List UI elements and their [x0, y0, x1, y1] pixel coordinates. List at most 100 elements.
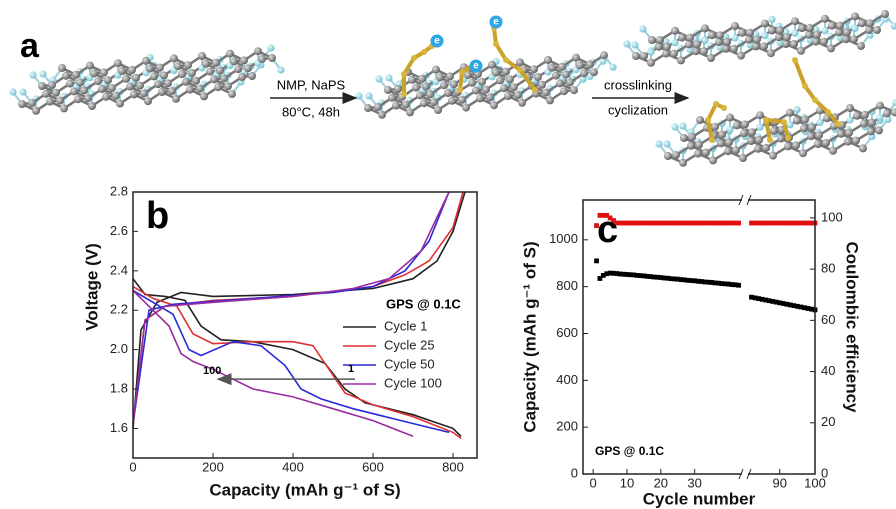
- c-atom: [374, 103, 382, 111]
- c-atom: [268, 54, 276, 62]
- c-atom: [52, 89, 60, 97]
- x-axis-label: Cycle number: [643, 489, 756, 508]
- y2-axis-label: Coulombic efficiency: [843, 242, 862, 414]
- c-atom: [446, 72, 454, 80]
- c-atom: [718, 131, 726, 139]
- c-atom: [244, 64, 252, 72]
- c-atom: [122, 75, 130, 83]
- c-atom: [792, 141, 800, 149]
- c-atom: [805, 31, 813, 39]
- c-atom: [860, 120, 868, 128]
- s-atom: [802, 83, 808, 89]
- h-atom: [277, 66, 284, 73]
- c-atom: [782, 40, 790, 48]
- c-atom: [388, 94, 396, 102]
- electron-label: e: [434, 36, 440, 47]
- axis-break-gap: [742, 471, 748, 477]
- c-atom: [733, 121, 741, 129]
- c-atom: [813, 31, 821, 39]
- c-atom: [837, 130, 845, 138]
- c-atom: [378, 111, 386, 119]
- c-atom: [867, 127, 875, 135]
- c-atom: [570, 86, 578, 94]
- c-atom: [224, 82, 232, 90]
- c-atom: [775, 33, 783, 41]
- electron-label: e: [493, 17, 499, 28]
- legend-title: GPS @ 0.1C: [386, 296, 461, 311]
- c-atom: [444, 89, 452, 97]
- x-tick-label: 600: [362, 459, 384, 474]
- c-atom: [90, 69, 98, 77]
- h-atom: [726, 126, 733, 133]
- s-atom: [401, 71, 407, 77]
- c-atom: [861, 111, 869, 119]
- c-atom: [783, 33, 791, 41]
- x-tick-label: 10: [620, 475, 634, 490]
- c-atom: [210, 75, 218, 83]
- c-atom: [182, 78, 190, 86]
- c-atom: [845, 129, 853, 137]
- c-atom: [482, 86, 490, 94]
- s-atom: [713, 101, 719, 107]
- c-atom: [426, 90, 434, 98]
- y-tick-label: 200: [556, 419, 578, 434]
- schematic: eee: [9, 10, 896, 167]
- h-atom: [846, 116, 853, 123]
- h-atom: [816, 119, 823, 126]
- c-atom: [753, 36, 761, 44]
- c-atom: [799, 149, 807, 157]
- annotation: GPS @ 0.1C: [595, 444, 664, 458]
- c-atom: [544, 56, 552, 64]
- c-atom: [126, 83, 134, 91]
- c-atom: [228, 90, 236, 98]
- c-atom: [530, 65, 538, 73]
- h-atom: [647, 48, 654, 55]
- h-atom: [385, 74, 392, 81]
- x-tick-label: 200: [202, 459, 224, 474]
- c-atom: [865, 26, 873, 34]
- c-atom: [192, 77, 200, 85]
- c-atom: [754, 145, 762, 153]
- h-atom: [786, 121, 793, 128]
- c-atom: [820, 38, 828, 46]
- c-atom: [486, 93, 494, 101]
- h-atom: [731, 34, 738, 41]
- step-label: crosslinking: [604, 77, 672, 92]
- c-atom: [768, 26, 776, 34]
- c-atom: [777, 135, 785, 143]
- c-atom: [769, 152, 777, 160]
- s-atom: [493, 41, 499, 47]
- c-atom: [640, 52, 648, 60]
- c-atom: [798, 24, 806, 32]
- c-atom: [144, 97, 152, 105]
- y-axis-label: Capacity (mAh g⁻¹ of S): [520, 241, 539, 432]
- c-atom: [715, 38, 723, 46]
- step-label: NMP, NaPS: [277, 77, 346, 92]
- c-atom: [518, 99, 526, 107]
- c-atom: [488, 61, 496, 69]
- c-atom: [664, 152, 672, 160]
- c-atom: [248, 72, 256, 80]
- c-atom: [680, 134, 688, 142]
- s-atom: [457, 87, 463, 93]
- y-tick-label: 2.6: [110, 223, 128, 238]
- c-atom: [693, 40, 701, 48]
- c-atom: [408, 76, 416, 84]
- c-atom: [546, 96, 554, 104]
- y-tick-label: 2.2: [110, 302, 128, 317]
- c-atom: [717, 139, 725, 147]
- y-axis-label: Voltage (V): [82, 243, 101, 331]
- c-atom: [258, 55, 266, 63]
- c-atom: [677, 56, 685, 64]
- c-atom: [732, 146, 740, 154]
- c-atom: [128, 66, 136, 74]
- y-tick-label: 600: [556, 325, 578, 340]
- c-atom: [160, 71, 168, 79]
- c-atom: [448, 97, 456, 105]
- h-atom: [679, 122, 686, 129]
- x-tick-label: 400: [282, 459, 304, 474]
- s-atom: [421, 49, 427, 55]
- c-atom: [84, 94, 92, 102]
- data-point: [594, 258, 599, 263]
